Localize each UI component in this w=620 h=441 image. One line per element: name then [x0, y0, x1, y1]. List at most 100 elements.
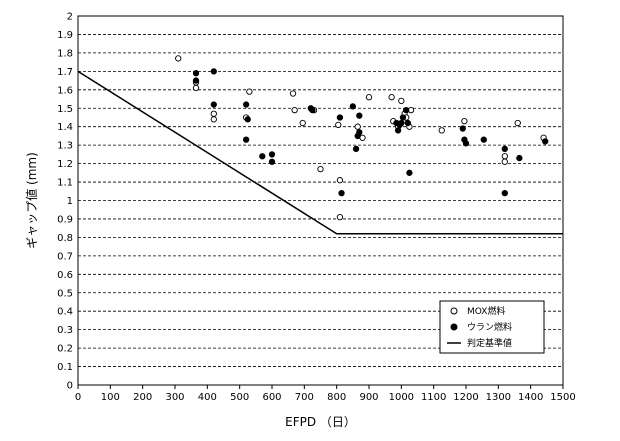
y-tick-label: 0.7: [57, 251, 73, 262]
legend-uranium-marker: [450, 323, 458, 331]
mox-point: [317, 165, 324, 173]
y-tick-label: 0.8: [57, 233, 73, 244]
x-tick-label: 1400: [518, 392, 543, 403]
y-tick-label: 2: [67, 12, 73, 23]
data-series: [77, 55, 563, 235]
x-tick-label: 900: [359, 392, 378, 403]
uranium-point: [404, 119, 411, 127]
mox-point: [336, 177, 344, 184]
uranium-point: [356, 129, 363, 136]
y-tick-label: 1.1: [57, 178, 73, 189]
y-tick-label: 1.7: [57, 67, 73, 78]
y-tick-label: 1.5: [57, 104, 73, 115]
uranium-point: [192, 70, 200, 77]
y-tick-label: 1.9: [57, 30, 73, 41]
uranium-point: [244, 116, 251, 123]
uranium-point: [406, 169, 413, 176]
series-1: [192, 68, 549, 197]
legend: MOX燃料 ウラン燃料 判定基準値: [439, 300, 545, 354]
y-tick-label: 0.1: [57, 362, 73, 373]
mox-point: [354, 123, 361, 130]
mox-point: [336, 213, 344, 221]
mox-point: [175, 55, 182, 62]
uranium-point: [403, 106, 410, 114]
y-tick-label: 0.4: [57, 307, 73, 318]
uranium-point: [268, 151, 276, 158]
mox-point: [246, 88, 253, 95]
x-tick-label: 200: [133, 392, 152, 403]
y-tick-label: 0.6: [57, 270, 73, 281]
uranium-point: [352, 145, 360, 152]
y-tick-label: 0.5: [57, 288, 73, 299]
x-tick-label: 1300: [486, 392, 511, 403]
y-axis-ticks: 0 0.1 0.2 0.3 0.4 0.5 0.6 0.7 0.8 0.9 1 1.1 1.2 1.3 1.…: [57, 12, 73, 392]
uranium-point: [349, 103, 356, 110]
x-axis-label: EFPD （日）: [285, 415, 356, 429]
x-tick-label: 400: [198, 392, 217, 403]
mox-point: [210, 116, 217, 123]
x-tick-label: 1500: [550, 392, 575, 403]
legend-uranium-label: ウラン燃料: [467, 321, 512, 333]
uranium-point: [356, 112, 363, 119]
uranium-point: [336, 114, 344, 121]
uranium-point: [459, 125, 466, 132]
uranium-point: [309, 106, 316, 114]
uranium-point: [480, 136, 487, 143]
uranium-point: [501, 189, 508, 197]
uranium-point: [462, 140, 470, 147]
uranium-point: [398, 119, 405, 127]
uranium-point: [210, 68, 217, 75]
grid-lines: [78, 34, 563, 367]
mox-point: [289, 90, 297, 97]
x-tick-label: 600: [262, 392, 281, 403]
mox-point: [514, 119, 521, 127]
mox-point: [335, 121, 342, 129]
series-2: [77, 70, 563, 235]
x-tick-label: 300: [165, 392, 184, 403]
y-tick-label: 0.3: [57, 325, 73, 336]
y-tick-label: 1.2: [57, 159, 73, 170]
y-tick-label: 1.4: [57, 122, 73, 133]
mox-point: [291, 106, 298, 114]
x-tick-label: 1000: [389, 392, 414, 403]
mox-point: [299, 119, 306, 127]
legend-mox-label: MOX燃料: [467, 305, 505, 317]
mox-point: [461, 118, 468, 125]
x-tick-label: 500: [230, 392, 249, 403]
uranium-point: [516, 154, 523, 162]
legend-criterion-label: 判定基準値: [467, 337, 512, 349]
mox-point: [192, 84, 200, 92]
mox-point: [388, 94, 395, 101]
criterion-line: [77, 70, 563, 235]
uranium-point: [259, 153, 266, 160]
uranium-point: [338, 189, 345, 197]
x-tick-label: 1200: [453, 392, 478, 403]
y-tick-label: 1: [67, 196, 73, 207]
y-axis-label: ギャップ値 (mm): [24, 152, 39, 249]
mox-point: [365, 94, 373, 101]
y-tick-label: 0.2: [57, 344, 73, 355]
y-tick-label: 0: [67, 381, 73, 392]
mox-point: [398, 97, 405, 105]
uranium-point: [242, 101, 250, 108]
uranium-point: [399, 114, 407, 121]
y-tick-label: 1.6: [57, 85, 73, 96]
x-tick-label: 700: [295, 392, 314, 403]
uranium-point: [542, 138, 549, 145]
mox-point: [438, 127, 445, 134]
y-tick-label: 1.8: [57, 48, 73, 59]
x-tick-label: 800: [327, 392, 346, 403]
uranium-point: [242, 136, 250, 143]
uranium-point: [394, 127, 402, 134]
x-tick-label: 100: [101, 392, 120, 403]
uranium-point: [210, 101, 217, 108]
x-axis-ticks: 0 100 200 300 400 500 600 700 800 900 1000 1100 1200…: [75, 385, 576, 403]
x-tick-label: 1100: [421, 392, 446, 403]
series-0: [175, 55, 547, 221]
y-tick-label: 0.9: [57, 214, 73, 225]
mox-point: [501, 153, 508, 160]
uranium-point: [268, 158, 276, 165]
x-tick-label: 0: [75, 392, 81, 403]
y-tick-label: 1.3: [57, 141, 73, 152]
